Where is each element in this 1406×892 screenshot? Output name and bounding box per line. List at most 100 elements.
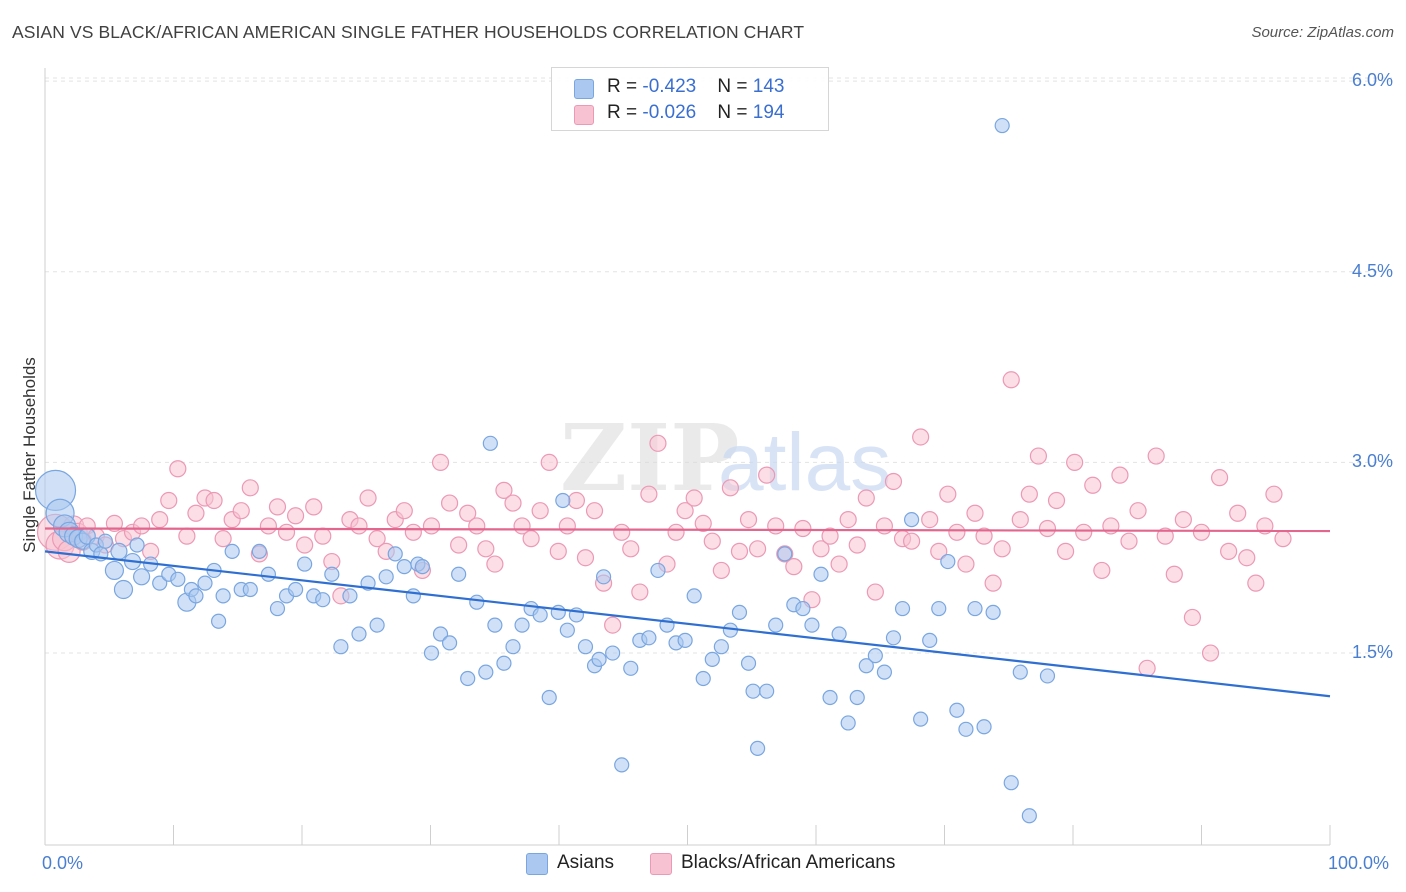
black-point-85 <box>785 558 803 576</box>
black-point-96 <box>884 472 903 491</box>
asian-point-49 <box>405 588 421 604</box>
asian-point-42 <box>342 588 358 604</box>
black-point-10 <box>105 514 124 533</box>
black-point-81 <box>748 540 767 558</box>
asian-point-79 <box>641 630 657 646</box>
asian-point-95 <box>777 546 793 562</box>
asian-point-90 <box>740 655 757 671</box>
black-point-33 <box>314 527 332 545</box>
black-point-125 <box>1147 447 1165 465</box>
asian-point-89 <box>731 604 748 620</box>
legend-asian-r-value: -0.423 <box>642 76 697 97</box>
asian-point-46 <box>378 569 394 585</box>
black-point-25 <box>241 479 259 497</box>
black-point-136 <box>1247 574 1265 592</box>
black-point-115 <box>1056 542 1075 560</box>
asian-point-93 <box>759 683 775 699</box>
black-point-107 <box>984 574 1002 592</box>
black-point-94 <box>866 583 884 601</box>
black-point-51 <box>477 540 495 558</box>
asian-point-11 <box>97 533 113 549</box>
asian-point-85 <box>695 670 711 687</box>
asian-point-17 <box>132 568 151 586</box>
black-point-37 <box>350 517 368 535</box>
black-point-15 <box>151 510 169 529</box>
black-point-122 <box>1120 532 1138 550</box>
y-axis-label: Single Father Households <box>20 357 39 553</box>
asian-point-121 <box>1012 664 1028 680</box>
black-point-56 <box>522 530 540 548</box>
asian-series-points <box>34 117 1056 824</box>
black-point-32 <box>305 498 323 516</box>
black-point-57 <box>531 502 549 520</box>
legend-asian-n-value: 143 <box>752 76 785 97</box>
asian-point-67 <box>550 604 566 620</box>
black-legend-label: Blacks/African Americans <box>681 852 896 873</box>
black-point-130 <box>1192 523 1211 541</box>
asian-legend-label: Asians <box>557 852 615 873</box>
asian-point-75 <box>605 645 621 661</box>
asian-point-57 <box>469 594 485 610</box>
asian-point-118 <box>985 604 1001 620</box>
black-point-103 <box>948 523 966 541</box>
legend-black-r-label: R = <box>607 102 643 123</box>
black-point-114 <box>1047 491 1066 510</box>
asian-point-71 <box>577 639 594 655</box>
legend-black-r-value: -0.026 <box>642 102 697 123</box>
y-tick-label-0: 1.5% <box>1351 642 1393 663</box>
black-point-30 <box>286 507 305 525</box>
asian-point-43 <box>351 626 367 642</box>
asian-point-51 <box>414 559 431 575</box>
black-point-83 <box>767 517 785 535</box>
y-tick-label-1: 3.0% <box>1351 451 1393 472</box>
asian-point-25 <box>197 575 213 591</box>
y-tick-label-3: 6.0% <box>1351 70 1393 91</box>
black-point-82 <box>758 466 776 484</box>
black-point-46 <box>431 453 450 471</box>
asian-point-33 <box>260 566 277 582</box>
asian-point-14 <box>113 579 134 600</box>
black-point-73 <box>676 502 694 520</box>
asian-point-16 <box>129 537 145 553</box>
black-point-31 <box>296 536 314 554</box>
black-point-106 <box>975 527 993 545</box>
asian-point-13 <box>110 542 128 560</box>
black-point-126 <box>1156 527 1174 545</box>
asian-point-48 <box>396 559 412 575</box>
asian-point-32 <box>251 543 267 559</box>
black-point-100 <box>921 510 939 529</box>
legend-black-n-label: N = <box>717 102 753 123</box>
black-point-135 <box>1238 549 1256 567</box>
black-point-102 <box>939 485 957 503</box>
asian-point-114 <box>949 702 965 718</box>
asian-point-28 <box>215 588 231 604</box>
asian-point-107 <box>885 630 902 646</box>
asian-point-29 <box>224 543 240 559</box>
legend-black-n-value: 194 <box>752 102 785 123</box>
asian-point-117 <box>976 719 992 735</box>
asian-point-68 <box>555 492 571 509</box>
black-point-86 <box>794 519 812 538</box>
black-point-60 <box>558 517 576 535</box>
asian-point-120 <box>1003 775 1019 791</box>
black-point-70 <box>649 434 667 452</box>
asian-point-55 <box>451 566 467 582</box>
black-point-21 <box>205 491 223 510</box>
black-point-131 <box>1201 644 1220 662</box>
asian-point-103 <box>849 689 865 706</box>
asian-point-41 <box>333 639 349 655</box>
asian-point-108 <box>894 600 911 617</box>
black-point-49 <box>459 504 477 522</box>
black-point-117 <box>1075 523 1093 541</box>
black-swatch-icon <box>574 105 594 125</box>
black-point-74 <box>685 489 703 507</box>
legend-asian-n-label: N = <box>717 76 753 97</box>
black-point-108 <box>993 540 1011 558</box>
asian-point-66 <box>541 689 557 706</box>
black-point-111 <box>1020 485 1038 503</box>
asian-point-37 <box>297 556 313 572</box>
black-point-123 <box>1129 502 1147 520</box>
black-point-61 <box>567 491 586 510</box>
asian-point-86 <box>704 651 720 668</box>
